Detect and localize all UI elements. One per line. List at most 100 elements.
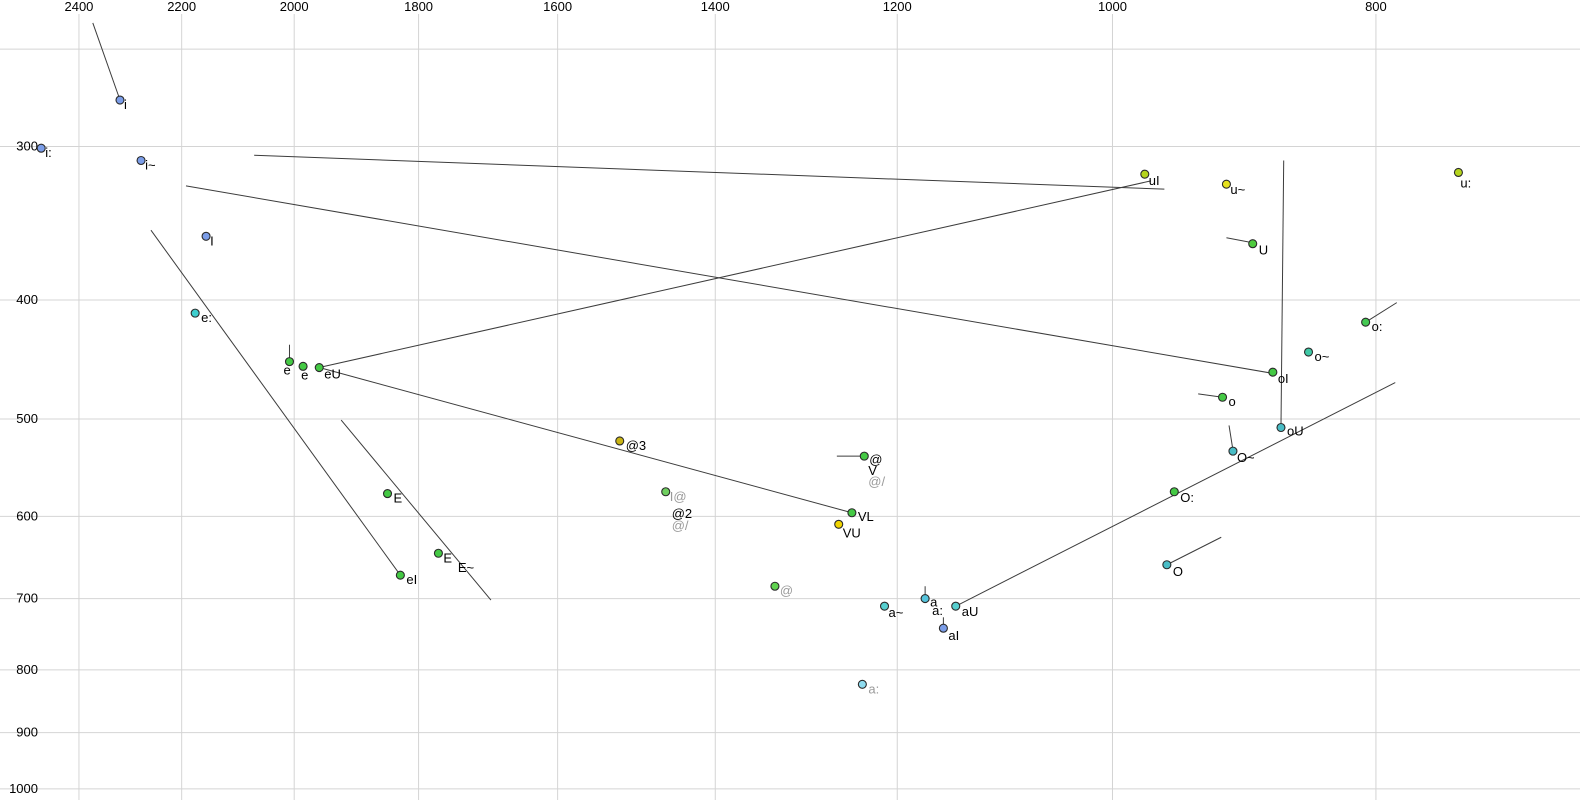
data-point-o: [1361, 317, 1371, 327]
data-point-eI [395, 570, 405, 580]
point-label-o:: o: [1372, 319, 1383, 334]
point-label-@: @ [780, 583, 793, 598]
x-axis-tick-label: 2200 [167, 0, 196, 14]
trajectory-line-eU-to-VL [319, 367, 853, 514]
point-label-u:: u: [1460, 175, 1471, 190]
point-label-u~: u~ [1230, 182, 1245, 197]
point-label-i: i [124, 97, 127, 112]
data-point-aI [938, 623, 948, 633]
point-label-O: O [1173, 564, 1183, 579]
point-label-i:: i: [45, 145, 52, 160]
data-point-e [284, 357, 295, 367]
trajectory-lines [92, 22, 1398, 628]
data-point-eU [314, 362, 324, 373]
point-label-i~: i~ [145, 157, 156, 172]
point-label-V: V [868, 463, 877, 478]
x-axis-tick-label: 1200 [883, 0, 912, 14]
trajectory-line-U-tick [1226, 237, 1251, 243]
data-point-i: [36, 143, 46, 153]
data-point-u~ [1221, 179, 1231, 189]
data-point-E [433, 548, 443, 558]
data-point-a [920, 594, 930, 604]
point-label-I@: I@ [670, 489, 687, 504]
data-point-@ [770, 581, 780, 591]
point-label-@/: @/ [868, 474, 885, 489]
trajectory-line-eI-trajectory [150, 229, 401, 576]
x-axis-labels: 2400 2200 2000 1800 1600 1400 1200 1000 800 [64, 0, 1386, 14]
point-label-eU: eU [324, 367, 341, 382]
trajectory-line-right-vertical [1280, 160, 1285, 428]
point-label-@: @ [869, 452, 882, 467]
point-label-O:: O: [1180, 490, 1194, 505]
data-point-i [115, 95, 125, 105]
data-point-uI [1140, 169, 1150, 179]
trajectory-line-O~-tick [1228, 425, 1234, 451]
point-label-I: I [210, 233, 214, 248]
y-axis-tick-label: 400 [16, 292, 38, 307]
point-label-eI: eI [406, 572, 417, 587]
x-axis-tick-label: 1600 [543, 0, 572, 14]
data-point-O: [1169, 487, 1179, 497]
data-point-aU [951, 601, 961, 611]
point-label-oU: oU [1287, 424, 1304, 439]
data-point-E [382, 489, 393, 499]
point-label-E: E [443, 550, 452, 565]
point-label-@/: @/ [672, 518, 689, 533]
y-axis-tick-label: 1000 [9, 781, 38, 796]
data-point-VL [847, 508, 857, 518]
gridlines [0, 14, 1580, 800]
point-label-aI: aI [948, 628, 959, 643]
x-axis-tick-label: 800 [1365, 0, 1387, 14]
point-label-a: a [930, 595, 938, 610]
data-point-@ [859, 451, 869, 461]
point-label-e: e [301, 367, 308, 382]
trajectory-line-uI-trajectory [254, 154, 1165, 190]
point-label-@3: @3 [626, 438, 646, 453]
trajectory-line-E-trajectory [340, 419, 492, 601]
data-point-VU [834, 519, 844, 529]
point-label-@2: @2 [672, 506, 692, 521]
data-point-@3 [615, 436, 625, 446]
point-label-aU: aU [962, 604, 979, 619]
y-axis-tick-label: 600 [16, 508, 38, 523]
y-axis-tick-label: 800 [16, 662, 38, 677]
point-label-a~: a~ [889, 605, 904, 620]
trajectory-line-i-glide [92, 22, 121, 101]
data-point-e: [190, 308, 200, 318]
trajectory-line-o:-tick [1365, 302, 1398, 323]
point-label-a:: a: [932, 603, 943, 618]
data-point-a~ [879, 601, 890, 611]
data-point-o [1217, 392, 1228, 402]
y-axis-tick-label: 300 [16, 138, 38, 153]
point-label-a:: a: [868, 681, 879, 696]
data-point-O~ [1228, 446, 1238, 456]
x-axis-tick-label: 1800 [404, 0, 433, 14]
point-label-VU: VU [843, 525, 861, 540]
point-label-O~: O~ [1237, 450, 1255, 465]
x-axis-tick-label: 1000 [1098, 0, 1127, 14]
y-axis-tick-label: 700 [16, 591, 38, 606]
data-point-u: [1453, 167, 1463, 178]
point-label-E: E [394, 491, 403, 506]
data-point-a: [857, 679, 867, 689]
x-axis-tick-label: 2400 [64, 0, 93, 14]
point-label-o: o [1229, 394, 1236, 409]
x-axis-tick-label: 1400 [701, 0, 730, 14]
y-axis-labels: 300 400 500 600 700 800 900 1000 [9, 138, 38, 795]
point-label-E~: E~ [458, 560, 475, 575]
data-point-o~ [1303, 347, 1314, 357]
point-label-oI: oI [1278, 371, 1289, 386]
point-label-o~: o~ [1315, 349, 1330, 364]
data-point-oU [1276, 422, 1286, 433]
y-axis-tick-label: 900 [16, 725, 38, 740]
y-axis-tick-label: 500 [16, 411, 38, 426]
data-point-I [201, 231, 211, 241]
data-point-i~ [136, 155, 146, 166]
x-axis-tick-label: 2000 [280, 0, 309, 14]
point-label-uI: uI [1149, 173, 1160, 188]
data-point-I@ [661, 487, 671, 497]
trajectory-line-front-to-oI [185, 185, 1273, 374]
